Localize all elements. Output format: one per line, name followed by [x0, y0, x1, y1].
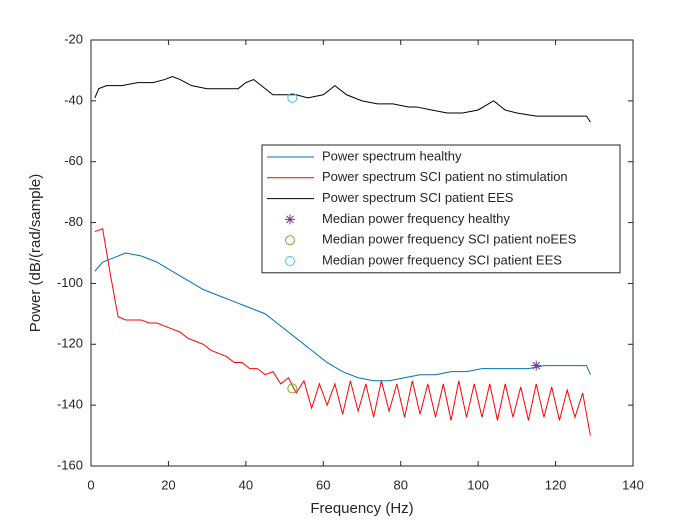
y-tick-label: -60	[64, 153, 83, 168]
spectrum-line	[94, 75, 591, 123]
asterisk-stroke	[286, 215, 294, 224]
legend-label: Power spectrum SCI patient EES	[322, 190, 514, 205]
x-tick-label: 140	[622, 477, 644, 492]
spectrum-line	[94, 252, 591, 382]
x-tick-label: 0	[87, 477, 94, 492]
spectrum-line	[94, 227, 591, 436]
legend-label: Median power frequency SCI patient noEES	[322, 232, 577, 247]
legend-symbol	[285, 214, 295, 225]
x-tick-label: 80	[393, 477, 407, 492]
x-tick-label: 60	[316, 477, 330, 492]
y-tick-label: -20	[64, 31, 83, 46]
x-tick-label: 120	[545, 477, 567, 492]
legend-label: Power spectrum SCI patient no stimulatio…	[322, 169, 568, 184]
y-tick-label: -120	[57, 336, 83, 351]
y-tick-label: -80	[64, 214, 83, 229]
y-axis-label: Power (dB/(rad/sample)	[27, 174, 44, 332]
legend-symbol	[285, 235, 295, 246]
y-tick-label: -40	[64, 92, 83, 107]
legend-symbol	[285, 256, 295, 266]
median-marker	[287, 383, 298, 394]
x-tick-label: 100	[467, 477, 489, 492]
legend-label: Median power frequency SCI patient EES	[322, 252, 562, 267]
legend-label: Median power frequency healthy	[322, 211, 510, 226]
y-tick-label: -100	[57, 275, 83, 290]
x-tick-label: 40	[239, 477, 253, 492]
x-axis-label: Frequency (Hz)	[310, 500, 413, 517]
y-tick-label: -160	[57, 457, 83, 472]
asterisk-stroke	[532, 361, 541, 370]
legend-label: Power spectrum healthy	[322, 148, 462, 163]
legend-box	[261, 144, 621, 274]
median-marker	[531, 360, 542, 371]
x-tick-label: 20	[161, 477, 175, 492]
y-tick-label: -140	[57, 397, 83, 412]
median-marker	[287, 92, 298, 103]
